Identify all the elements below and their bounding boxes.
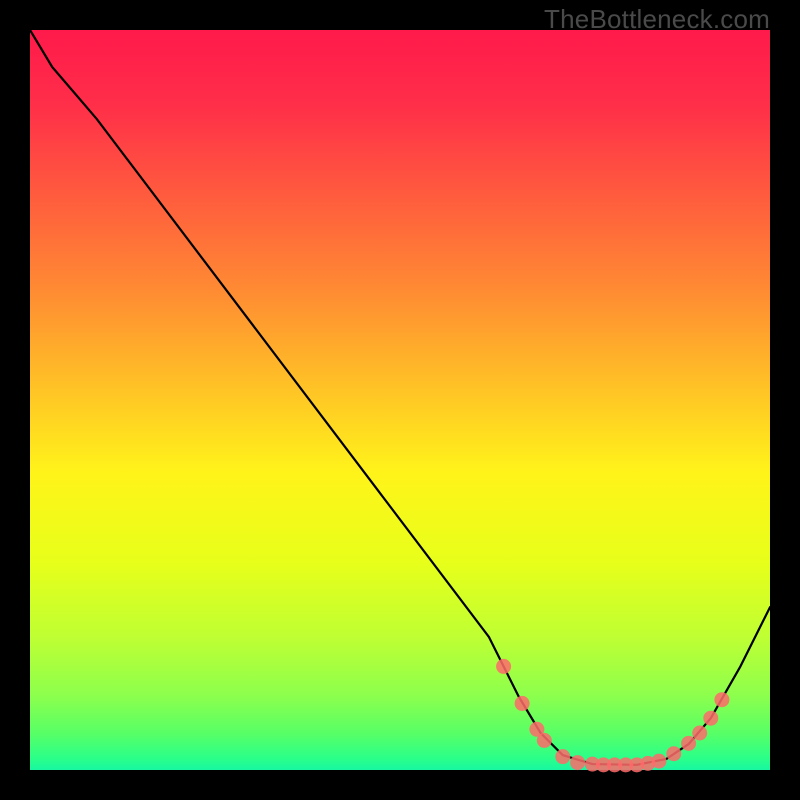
bottleneck-marker [556,750,570,764]
bottleneck-marker [652,754,666,768]
bottleneck-marker [571,756,585,770]
bottleneck-marker [682,736,696,750]
bottleneck-marker [715,693,729,707]
bottleneck-marker [497,659,511,673]
bottleneck-marker [667,747,681,761]
bottleneck-marker [537,733,551,747]
bottleneck-curve-plot [0,0,800,800]
chart-frame: TheBottleneck.com [0,0,800,800]
plot-background [30,30,770,770]
bottleneck-marker [693,726,707,740]
watermark-text: TheBottleneck.com [544,4,770,35]
bottleneck-marker [704,711,718,725]
bottleneck-marker [515,696,529,710]
